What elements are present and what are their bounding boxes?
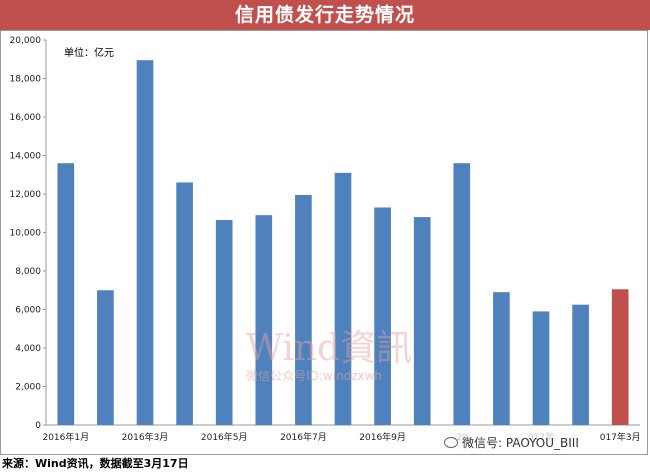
y-tick-label: 10,000	[10, 229, 42, 239]
y-tick-label: 2,000	[15, 383, 41, 393]
bar	[57, 163, 75, 425]
x-tick-label: 2016年1月	[42, 431, 89, 443]
unit-label: 单位：亿元	[64, 46, 114, 59]
watermark-sub: 微信公众号ID:windzxwh	[246, 369, 382, 383]
wechat-icon	[444, 436, 458, 448]
y-tick-label: 18,000	[10, 75, 42, 85]
bar	[97, 290, 114, 425]
bar	[493, 292, 510, 425]
y-tick-label: 12,000	[10, 190, 42, 200]
y-tick-label: 16,000	[10, 113, 42, 123]
bar	[572, 304, 589, 425]
bar	[136, 60, 154, 426]
bar	[532, 311, 550, 425]
bar	[453, 163, 471, 425]
y-tick-label: 6,000	[15, 306, 41, 316]
bar	[611, 289, 629, 425]
wechat-overlay-text: 微信号: PAOYOU_BIII	[462, 435, 579, 450]
x-tick-label: 2016年5月	[201, 431, 248, 443]
bar	[176, 182, 193, 425]
y-tick-label: 0	[35, 421, 41, 431]
watermark-main: Wind資訊	[246, 328, 412, 369]
x-tick-label: 2016年9月	[359, 431, 406, 443]
bar	[295, 194, 312, 425]
bar-chart: 单位：亿元 0 2,000 4,000 6,000 8,000 10,000 12,000 1…	[10, 36, 641, 443]
bar	[334, 172, 352, 425]
x-tick-label: 2016年7月	[280, 431, 327, 443]
x-tick-label: 2016年3月	[122, 431, 169, 443]
y-axis-ticks: 0 2,000 4,000 6,000 8,000 10,000 12,000 14,000 1…	[10, 36, 46, 431]
y-tick-label: 8,000	[15, 267, 41, 277]
bar	[215, 219, 233, 425]
x-tick-label: 017年3月	[600, 431, 641, 443]
source-note: 来源：Wind资讯，数据截至3月17日	[2, 457, 189, 470]
bars	[57, 60, 629, 426]
bar	[255, 215, 273, 425]
y-tick-label: 14,000	[10, 152, 42, 162]
chart-title: 信用债发行走势情况	[0, 0, 650, 30]
y-tick-label: 4,000	[15, 344, 41, 354]
wechat-overlay: 微信号: PAOYOU_BIII	[444, 432, 579, 452]
bar	[413, 217, 431, 425]
bar	[374, 207, 391, 425]
y-tick-label: 20,000	[10, 36, 42, 46]
x-axis-ticks: 2016年1月2016年3月2016年5月2016年7月2016年9月20017…	[42, 431, 640, 443]
